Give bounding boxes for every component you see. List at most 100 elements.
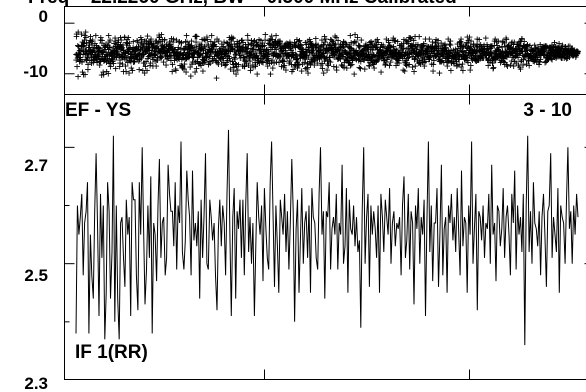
phase-point: +	[437, 55, 444, 68]
phase-point: +	[328, 42, 335, 55]
phase-point: +	[244, 52, 251, 65]
phase-point: +	[489, 57, 496, 70]
phase-point: +	[99, 52, 106, 65]
phase-point: +	[528, 53, 535, 66]
phase-point: +	[487, 46, 494, 59]
phase-point: +	[250, 45, 257, 58]
phase-point: +	[254, 38, 261, 51]
phase-point: +	[492, 45, 499, 58]
phase-point: +	[325, 59, 332, 72]
phase-point: +	[313, 42, 320, 55]
phase-point: +	[487, 39, 494, 52]
phase-point: +	[280, 50, 287, 63]
phase-point: +	[304, 57, 311, 70]
phase-point: +	[111, 46, 118, 59]
phase-point: +	[333, 47, 340, 60]
tick-marks	[64, 6, 586, 380]
phase-point: +	[92, 37, 99, 50]
phase-point: +	[207, 44, 214, 57]
phase-point: +	[240, 51, 247, 64]
phase-point: +	[329, 35, 336, 48]
phase-point: +	[79, 56, 86, 69]
phase-point: +	[197, 48, 204, 61]
phase-point: +	[307, 38, 314, 51]
phase-point: +	[512, 47, 519, 60]
phase-point: +	[119, 48, 126, 61]
phase-point: +	[201, 32, 208, 45]
phase-point: +	[380, 52, 387, 65]
phase-point: +	[144, 43, 151, 56]
phase-point: +	[107, 33, 114, 46]
phase-point: +	[129, 52, 136, 65]
phase-point: +	[137, 31, 144, 44]
phase-point: +	[306, 33, 313, 46]
phase-point: +	[457, 44, 464, 57]
phase-point: +	[246, 49, 253, 62]
phase-point: +	[458, 36, 465, 49]
phase-point: +	[93, 39, 100, 52]
phase-point: +	[172, 48, 179, 61]
phase-point: +	[295, 35, 302, 48]
phase-point: +	[332, 29, 339, 42]
phase-point: +	[476, 33, 483, 46]
phase-point: +	[119, 58, 126, 71]
phase-point: +	[389, 47, 396, 60]
phase-point: +	[124, 33, 131, 46]
phase-point: +	[212, 45, 219, 58]
phase-point: +	[232, 53, 239, 66]
phase-point: +	[455, 46, 462, 59]
phase-point: +	[257, 43, 264, 56]
phase-point: +	[480, 45, 487, 58]
phase-point: +	[526, 49, 533, 62]
phase-point: +	[490, 52, 497, 65]
phase-point: +	[465, 46, 472, 59]
phase-point: +	[419, 40, 426, 53]
phase-point: +	[123, 65, 130, 78]
phase-point: +	[552, 43, 559, 56]
phase-point: +	[245, 38, 252, 51]
phase-point: +	[136, 53, 143, 66]
phase-point: +	[388, 45, 395, 58]
phase-point: +	[433, 40, 440, 53]
phase-point: +	[201, 40, 208, 53]
phase-point: +	[421, 51, 428, 64]
phase-point: +	[494, 39, 501, 52]
phase-point: +	[537, 45, 544, 58]
phase-point: +	[545, 46, 552, 59]
phase-point: +	[427, 50, 434, 63]
phase-point: +	[143, 55, 150, 68]
phase-point: +	[486, 49, 493, 62]
phase-point: +	[268, 29, 275, 42]
phase-point: +	[265, 45, 272, 58]
phase-point: +	[354, 46, 361, 59]
phase-point: +	[469, 54, 476, 67]
phase-point: +	[221, 43, 228, 56]
phase-point: +	[527, 52, 534, 65]
phase-point: +	[248, 34, 255, 47]
phase-point: +	[554, 45, 561, 58]
phase-point: +	[391, 48, 398, 61]
phase-point: +	[536, 56, 543, 69]
phase-point: +	[318, 49, 325, 62]
phase-point: +	[101, 51, 108, 64]
phase-point: +	[468, 51, 475, 64]
phase-point: +	[150, 60, 157, 73]
phase-point: +	[305, 51, 312, 64]
phase-point: +	[505, 48, 512, 61]
phase-point: +	[491, 34, 498, 47]
phase-point: +	[148, 47, 155, 60]
phase-point: +	[439, 54, 446, 67]
phase-point: +	[115, 33, 122, 46]
phase-point: +	[125, 43, 132, 56]
phase-point: +	[549, 47, 556, 60]
phase-point: +	[273, 29, 280, 42]
phase-point: +	[487, 56, 494, 69]
phase-point: +	[76, 44, 83, 57]
phase-point: +	[432, 35, 439, 48]
phase-point: +	[110, 42, 117, 55]
phase-point: +	[359, 52, 366, 65]
phase-point: +	[572, 47, 579, 60]
phase-point: +	[377, 46, 384, 59]
phase-point: +	[551, 45, 558, 58]
phase-point: +	[484, 54, 491, 67]
